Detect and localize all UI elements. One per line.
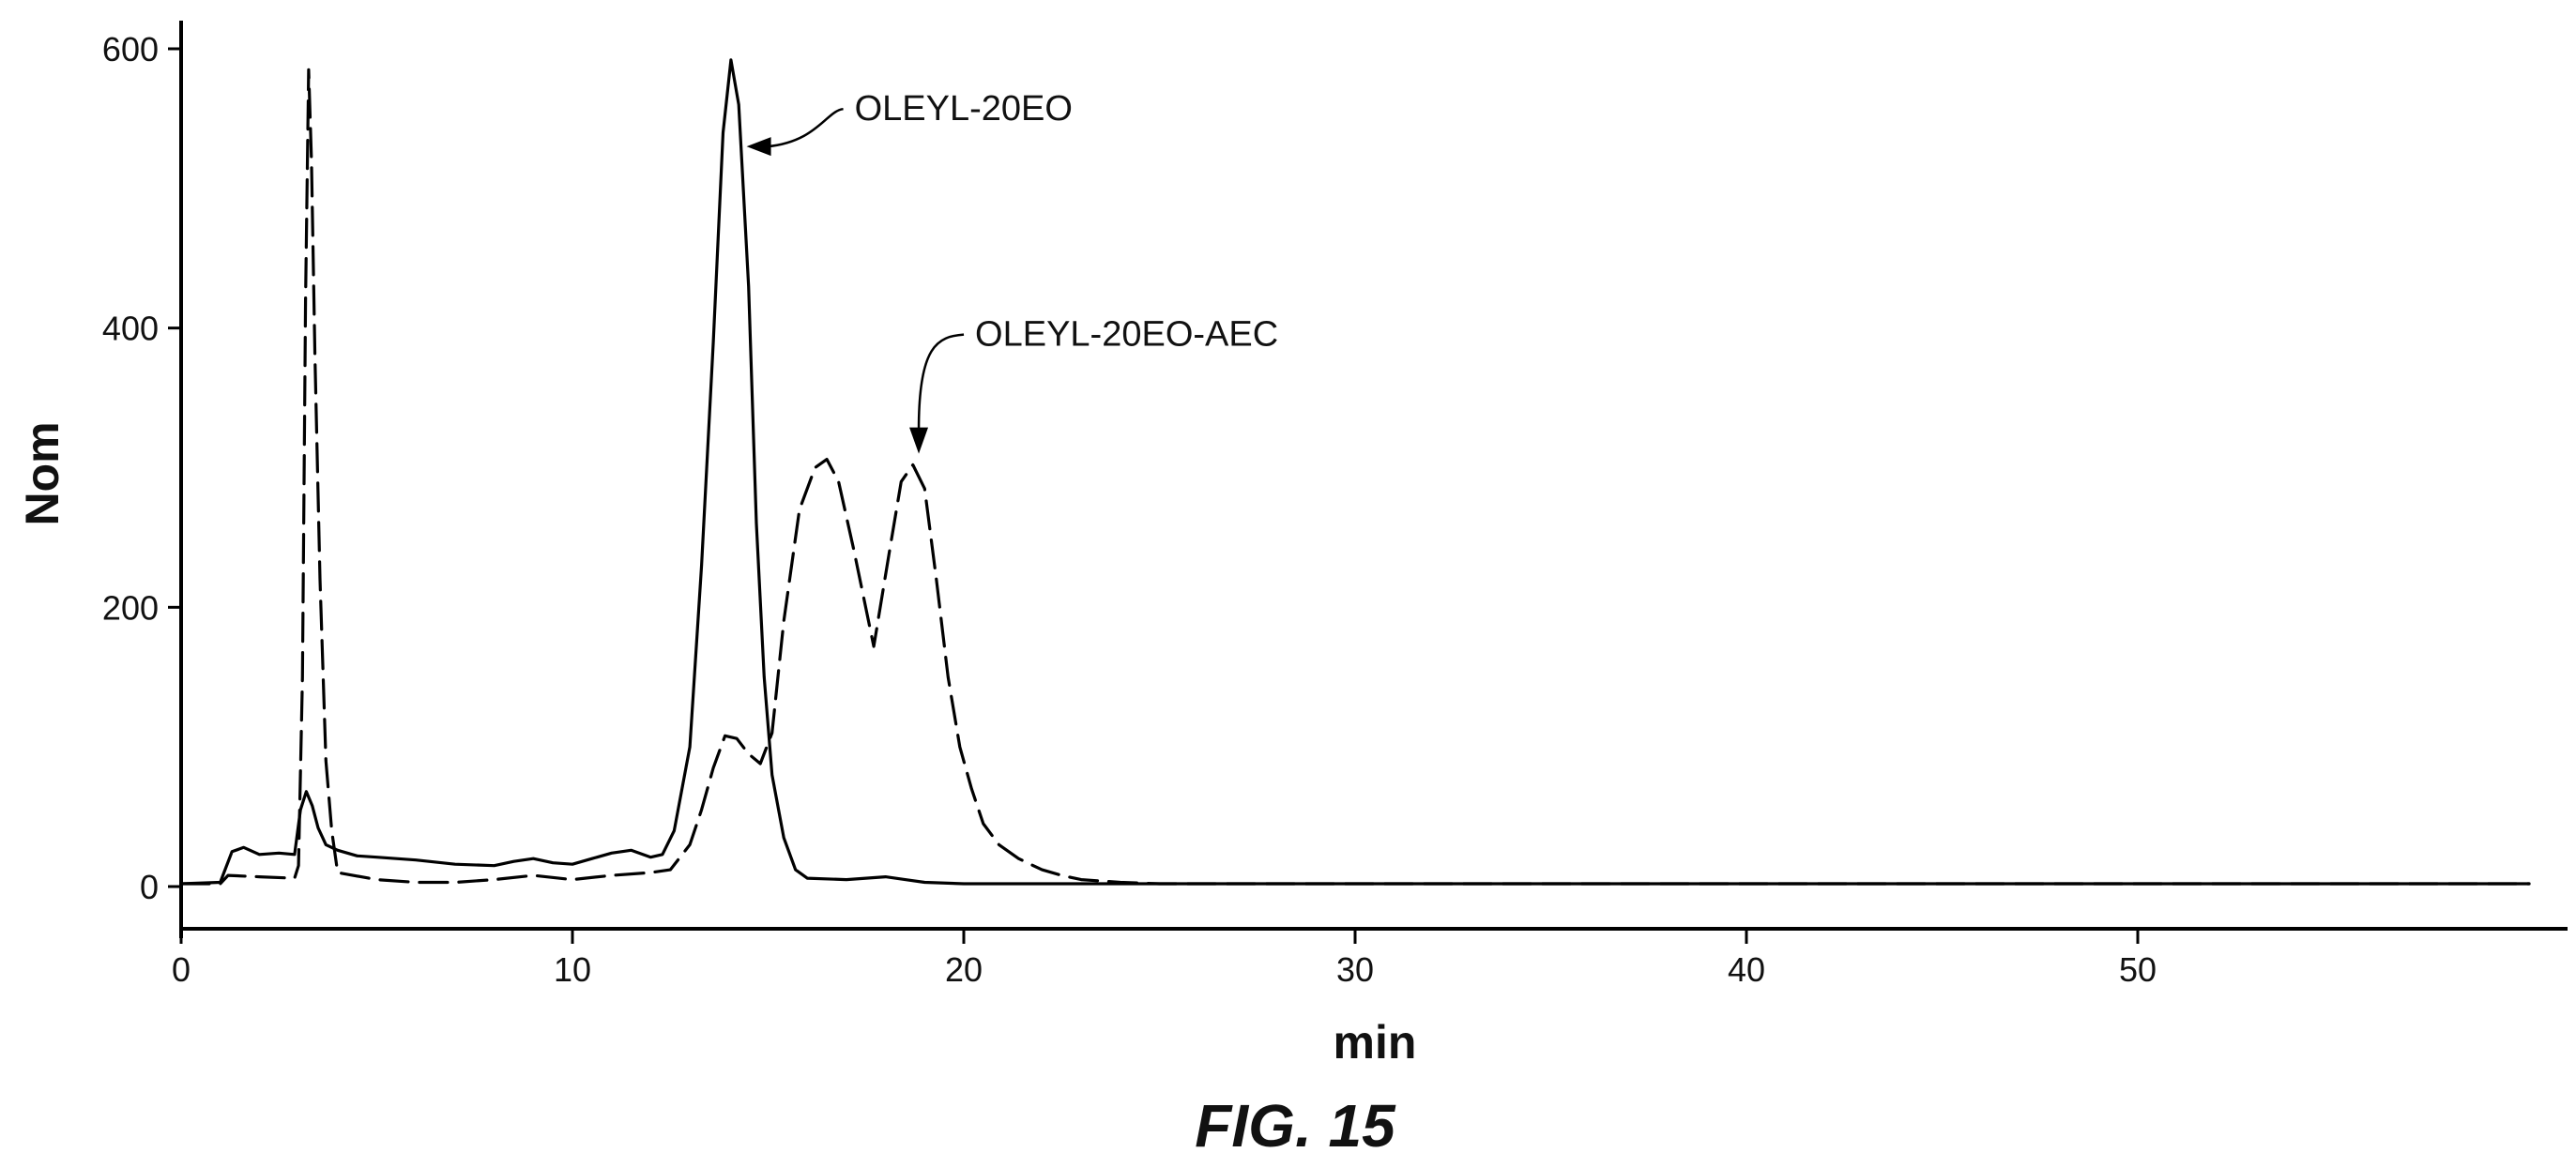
series-line-oleyl-20eo [179, 58, 2531, 886]
y-tick-label: 0 [140, 868, 159, 906]
x-axis-ticks: 0 10 20 30 40 50 [172, 929, 2157, 989]
annotation-leader [917, 333, 965, 430]
y-axis-title: Nom [16, 421, 69, 525]
series-layer [179, 58, 2531, 886]
x-tick-label: 0 [172, 950, 191, 989]
x-tick-label: 20 [945, 950, 983, 989]
figure-caption: FIG. 15 [1195, 1092, 1396, 1160]
y-tick-label: 200 [102, 588, 159, 627]
annotation-label: OLEYL-20EO [855, 89, 1073, 129]
series-line-oleyl-20eo-aec [179, 68, 2531, 886]
y-tick-label: 600 [102, 30, 159, 68]
annotation-arrow-icon [746, 137, 771, 157]
x-tick-label: 30 [1336, 950, 1374, 989]
annotation-arrow-icon [909, 427, 929, 454]
y-tick-label: 400 [102, 310, 159, 348]
annotation-leader [767, 107, 844, 148]
x-tick-label: 40 [1728, 950, 1765, 989]
annotation-label: OLEYL-20EO-AEC [975, 315, 1278, 355]
annotation-layer: OLEYL-20EO OLEYL-20EO-AEC [746, 89, 1278, 454]
y-axis-ticks: 0 200 400 600 [102, 30, 181, 906]
x-axis-title: min [1334, 1016, 1417, 1069]
x-tick-label: 10 [554, 950, 591, 989]
x-tick-label: 50 [2119, 950, 2157, 989]
